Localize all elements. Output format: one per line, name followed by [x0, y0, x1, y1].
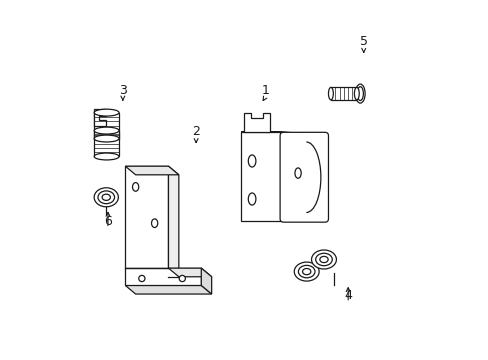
- Ellipse shape: [98, 191, 114, 204]
- Ellipse shape: [355, 84, 365, 103]
- Ellipse shape: [179, 275, 185, 282]
- Ellipse shape: [102, 194, 110, 201]
- Polygon shape: [168, 268, 211, 277]
- Polygon shape: [94, 109, 106, 126]
- Ellipse shape: [302, 269, 310, 275]
- Ellipse shape: [139, 275, 144, 282]
- Ellipse shape: [315, 253, 332, 266]
- Text: 5: 5: [359, 35, 367, 48]
- Ellipse shape: [294, 262, 319, 281]
- Ellipse shape: [248, 155, 255, 167]
- Text: 6: 6: [104, 215, 112, 228]
- Ellipse shape: [354, 87, 359, 100]
- Polygon shape: [125, 166, 179, 175]
- Ellipse shape: [356, 87, 363, 100]
- Text: 2: 2: [192, 125, 200, 138]
- Ellipse shape: [328, 87, 333, 100]
- Ellipse shape: [319, 256, 327, 262]
- Ellipse shape: [94, 153, 119, 160]
- Bar: [94, 113, 119, 139]
- Polygon shape: [244, 113, 269, 132]
- Ellipse shape: [248, 193, 255, 205]
- Ellipse shape: [94, 127, 119, 134]
- Text: 1: 1: [261, 84, 268, 96]
- Bar: [241, 132, 280, 221]
- Ellipse shape: [94, 188, 118, 207]
- Polygon shape: [125, 166, 168, 268]
- Polygon shape: [125, 268, 201, 285]
- Ellipse shape: [132, 183, 139, 191]
- FancyBboxPatch shape: [280, 132, 328, 222]
- Ellipse shape: [151, 219, 158, 228]
- Polygon shape: [280, 132, 283, 221]
- Bar: [94, 131, 119, 157]
- Ellipse shape: [94, 135, 119, 142]
- Text: 3: 3: [119, 84, 126, 96]
- Polygon shape: [125, 285, 211, 294]
- Polygon shape: [168, 166, 179, 277]
- Polygon shape: [201, 268, 211, 294]
- Ellipse shape: [294, 168, 301, 178]
- Ellipse shape: [298, 265, 314, 278]
- Ellipse shape: [94, 109, 119, 116]
- Polygon shape: [241, 132, 304, 134]
- Text: 4: 4: [344, 289, 351, 302]
- Ellipse shape: [311, 250, 336, 269]
- Bar: [330, 87, 356, 100]
